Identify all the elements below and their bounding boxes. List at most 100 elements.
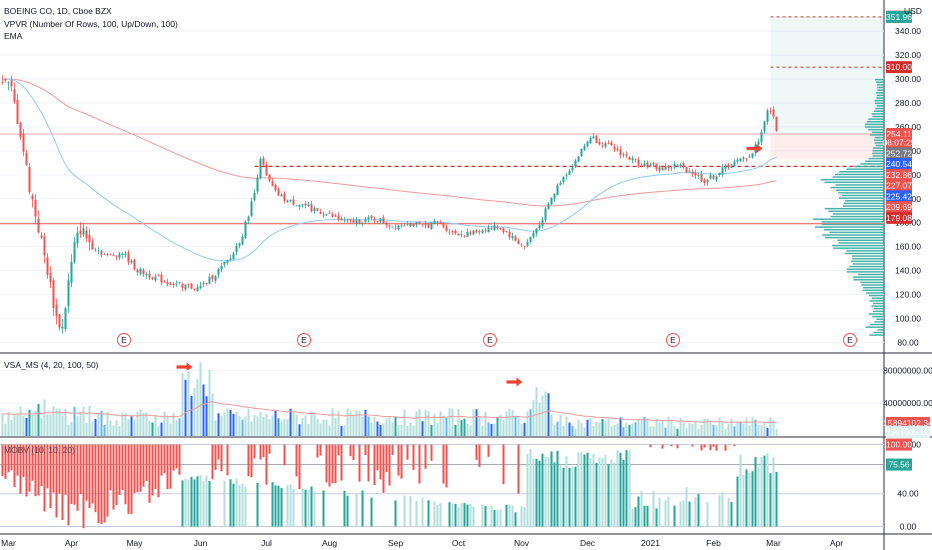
volume-bar: [43, 399, 46, 436]
mobv-bar: [373, 444, 376, 486]
candle-body: [352, 220, 355, 223]
mobv-bar: [253, 444, 256, 459]
vpvr-row: [869, 300, 884, 302]
candle-body: [22, 133, 25, 152]
mobv-title[interactable]: MOBV (10, 10, 20): [4, 445, 75, 455]
mobv-bar: [184, 478, 187, 527]
mobv-bar: [298, 444, 301, 490]
mobv-bar: [256, 482, 259, 527]
volume-bar: [193, 388, 196, 436]
candle-body: [49, 273, 52, 282]
mobv-bar: [10, 444, 13, 471]
long-position-stop-zone: [770, 133, 884, 160]
mobv-bar: [661, 444, 664, 449]
candle-body: [181, 283, 184, 288]
mobv-bar: [280, 488, 283, 527]
volume-bar: [463, 418, 466, 436]
volume-bar: [175, 420, 178, 436]
mobv-bar: [1, 444, 4, 476]
mobv-bar: [505, 504, 508, 527]
vsa-value-label: 15894102.34: [883, 418, 932, 428]
vpvr-row: [876, 318, 884, 321]
mobv-bar: [610, 459, 613, 527]
volume-bar: [316, 419, 319, 436]
candle-body: [76, 232, 79, 244]
candle-body: [289, 199, 292, 202]
candle-body: [508, 232, 511, 238]
price-arrow: [746, 143, 763, 153]
mobv-bar: [220, 444, 223, 472]
volume-bar: [613, 424, 616, 436]
price-level-tag: [886, 201, 912, 214]
candle-body: [382, 217, 385, 224]
mobv-bar: [460, 502, 463, 527]
mobv-bar: [385, 444, 388, 473]
header-symbol[interactable]: BOEING CO, 1D, Cboe BZX: [4, 6, 112, 16]
mobv-bar: [187, 479, 190, 527]
vpvr-row: [851, 255, 884, 257]
volume-bar: [628, 425, 631, 436]
vpvr-row: [846, 250, 884, 252]
volume-bar: [406, 425, 409, 436]
mobv-bar: [166, 444, 169, 489]
candle-body: [388, 225, 391, 227]
mobv-bar: [589, 458, 592, 527]
volume-bar: [652, 426, 655, 436]
volume-bar: [334, 418, 337, 436]
vpvr-row: [821, 221, 884, 223]
mobv-bar: [769, 473, 772, 527]
candle-body: [259, 158, 262, 179]
vpvr-row: [815, 226, 884, 228]
mobv-bar: [55, 444, 58, 518]
mobv-bar: [496, 509, 499, 527]
price-tick-label: 140.00: [895, 266, 921, 276]
volume-bar: [688, 422, 691, 436]
volume-bar: [775, 428, 778, 436]
mobv-bar: [532, 458, 535, 527]
mobv-bar: [214, 444, 217, 470]
volume-bar: [94, 419, 97, 436]
mobv-bar: [175, 444, 178, 469]
volume-ma-line: [2, 401, 777, 424]
header-ema[interactable]: EMA: [4, 31, 23, 41]
mobv-bar: [178, 444, 181, 475]
mobv-bar: [739, 454, 742, 527]
vpvr-row: [868, 294, 884, 297]
candle-body: [766, 110, 769, 122]
mobv-bar: [547, 456, 550, 527]
time-axis-label: Dec: [580, 538, 596, 548]
volume-bar: [760, 424, 763, 436]
mobv-bar: [424, 444, 427, 469]
volume-bar: [118, 426, 121, 436]
mobv-bar: [337, 444, 340, 456]
vpvr-row: [876, 94, 884, 97]
mobv-bar: [715, 444, 718, 451]
mobv-bar: [157, 444, 160, 498]
vpvr-row: [824, 181, 884, 184]
volume-bar: [10, 419, 13, 436]
volume-bar: [661, 420, 664, 436]
mobv-bar: [553, 462, 556, 527]
volume-bar: [487, 422, 490, 436]
vpvr-row: [874, 136, 884, 139]
time-axis-label: Nov: [514, 538, 530, 548]
price-tick-label: 300.00: [895, 74, 921, 84]
candle-body: [358, 219, 361, 224]
mobv-bar: [163, 444, 166, 474]
header-vpvr[interactable]: VPVR (Number Of Rows, 100, Up/Down, 100): [4, 19, 178, 29]
vsa-title[interactable]: VSA_MS (4, 20, 100, 50): [4, 360, 99, 370]
time-axis-label: Apr: [65, 538, 78, 548]
volume-bar: [622, 427, 625, 436]
volume-bar: [499, 414, 502, 436]
volume-bar: [745, 417, 748, 436]
mobv-bar: [229, 479, 232, 527]
volume-bar: [247, 408, 250, 436]
volume-bar: [547, 393, 550, 436]
mobv-bar: [481, 504, 484, 527]
candle-body: [493, 225, 496, 231]
candle-body: [490, 227, 493, 229]
vpvr-row: [869, 134, 884, 136]
candle-body: [88, 234, 91, 243]
mobv-bar: [79, 444, 82, 495]
